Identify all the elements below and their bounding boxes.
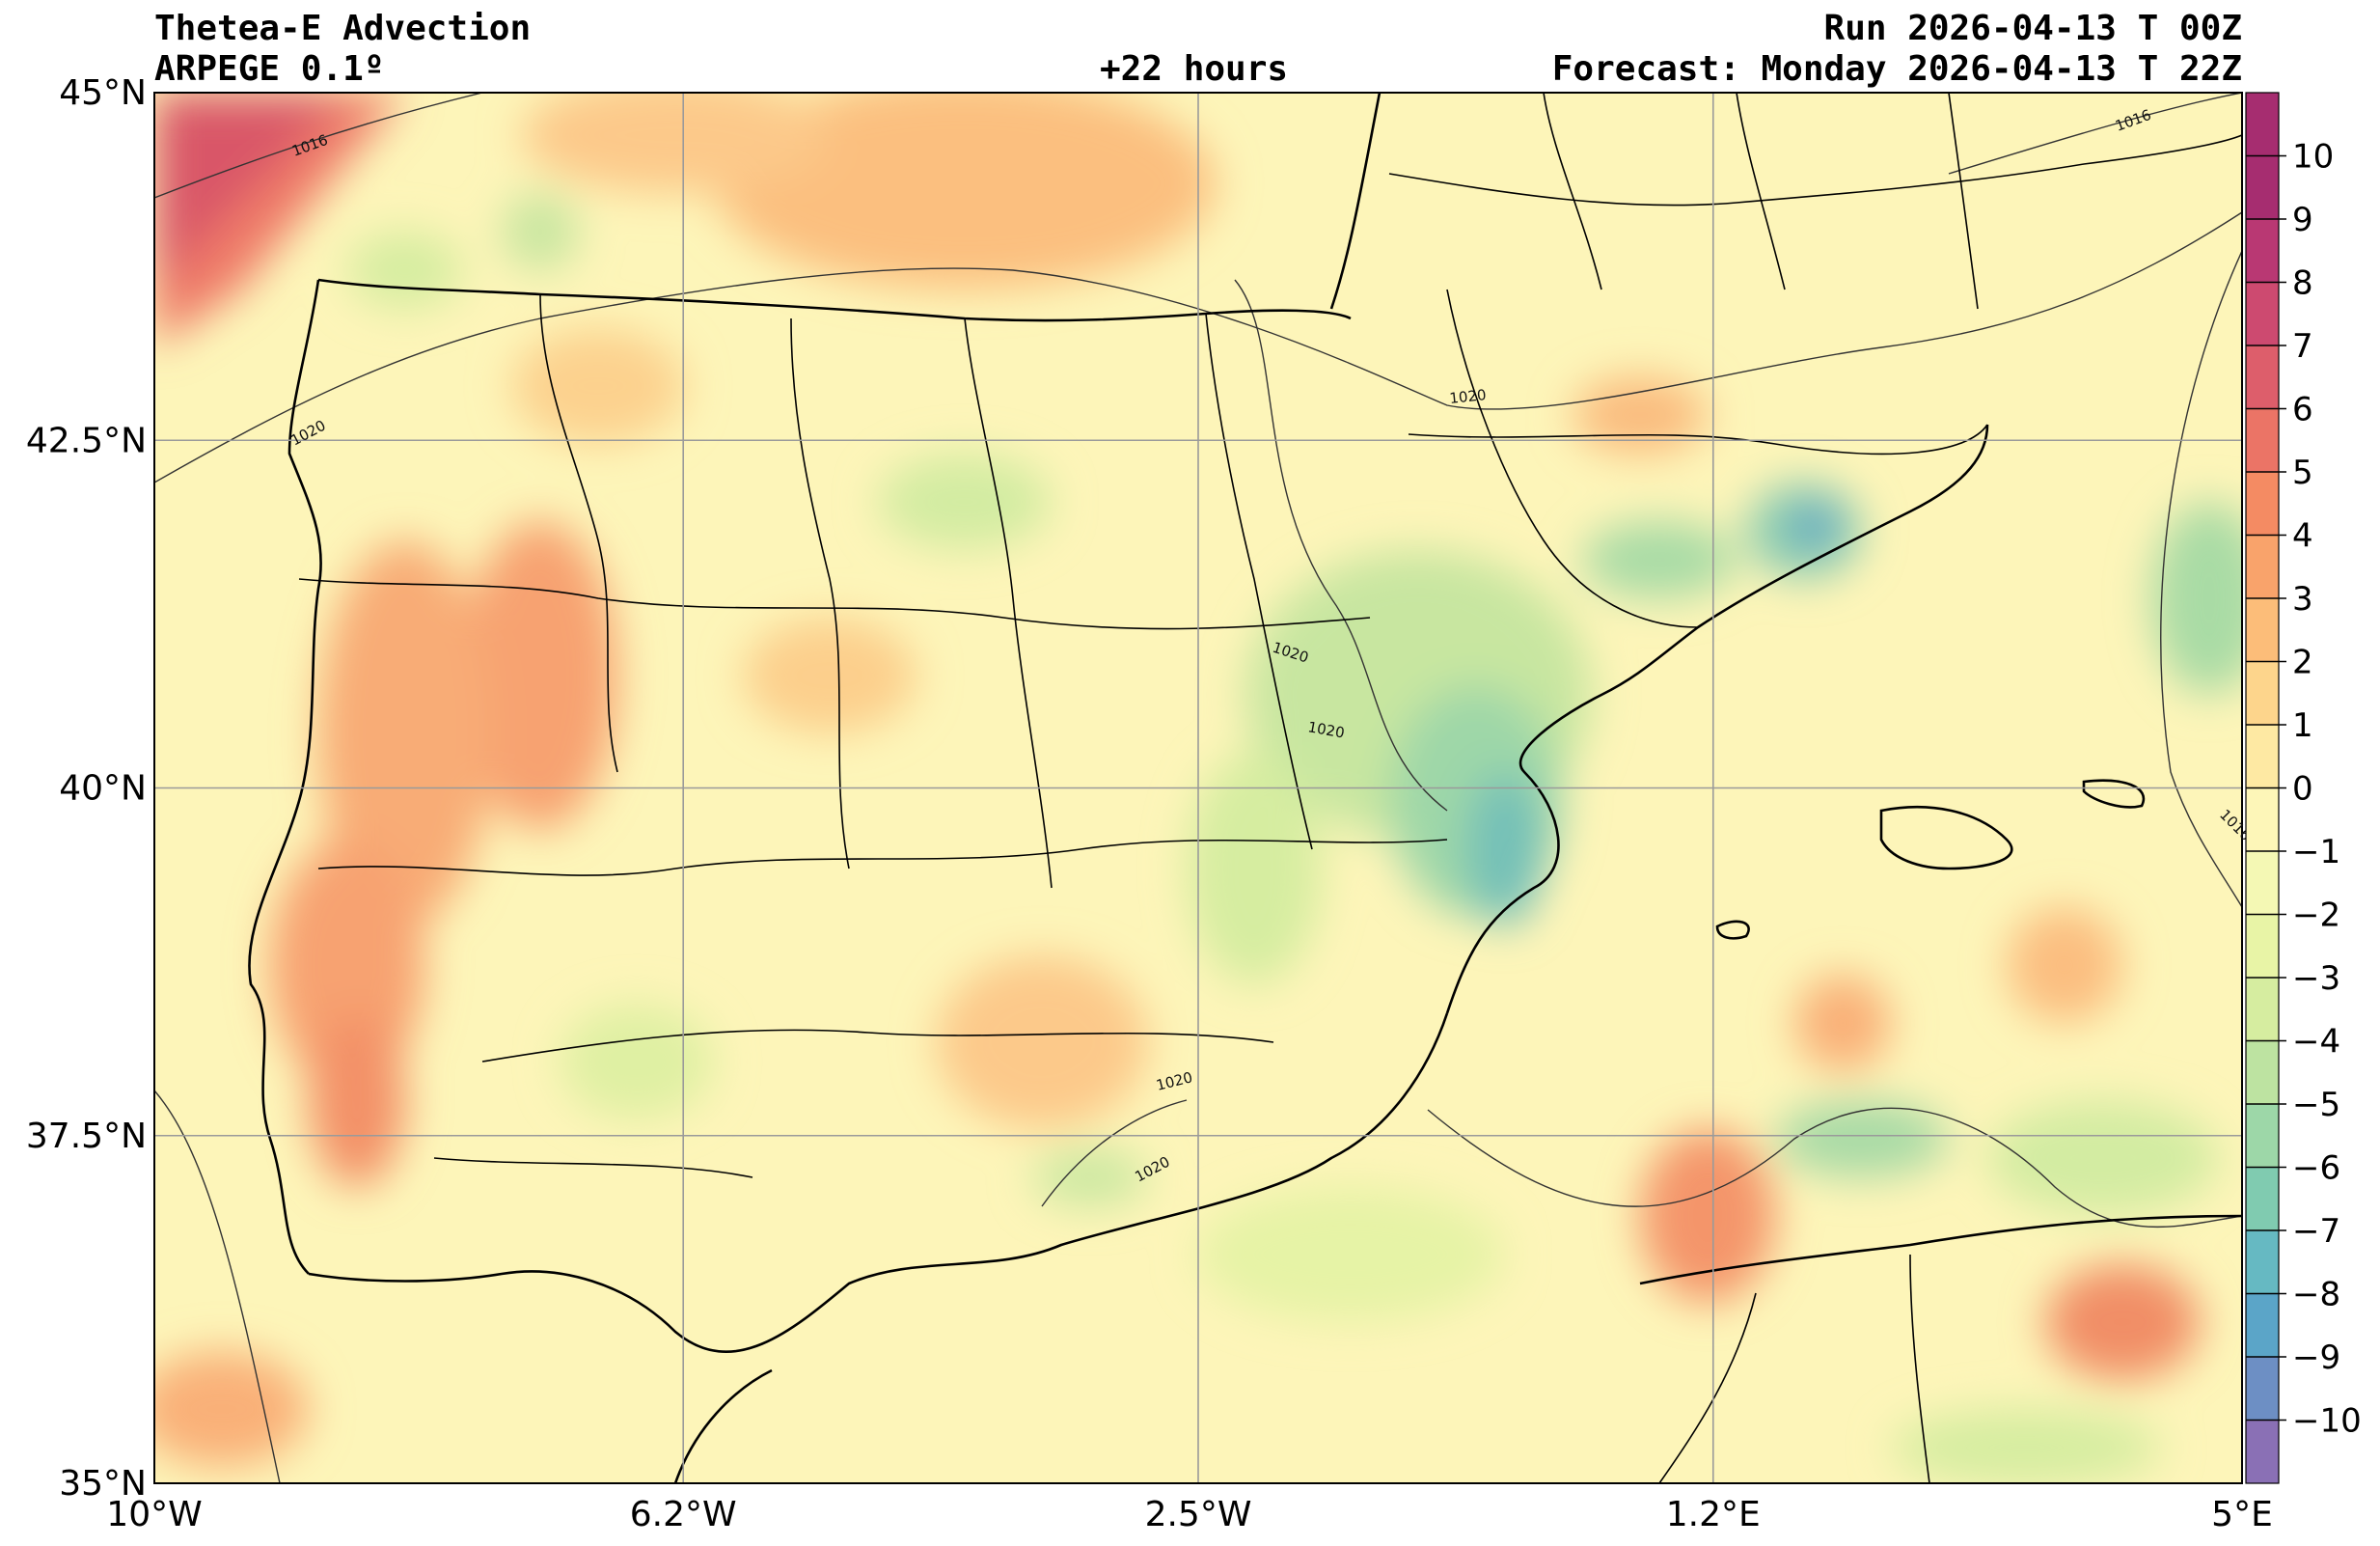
colorbar-tick-label: −5 — [2292, 1086, 2340, 1124]
colorbar-band — [2246, 1293, 2279, 1357]
colorbar-band — [2246, 219, 2279, 283]
colorbar-tick-label: −10 — [2292, 1402, 2362, 1441]
colorbar-tick-label: 10 — [2292, 138, 2334, 177]
colorbar-tick-label: −4 — [2292, 1023, 2340, 1062]
colorbar-tick-label: 5 — [2292, 454, 2313, 492]
colorbar-band — [2246, 282, 2279, 345]
colorbar-tick-label: −1 — [2292, 833, 2340, 871]
colorbar-band — [2246, 725, 2279, 788]
colorbar-tick-label: 3 — [2292, 580, 2313, 619]
forecast-valid-label: Forecast: Monday 2026-04-13 T 22Z — [1551, 49, 2242, 89]
colorbar-tick-label: 6 — [2292, 391, 2313, 429]
colorbar-band — [2246, 472, 2279, 536]
colorbar-band — [2246, 851, 2279, 915]
colorbar-tick-label: 9 — [2292, 201, 2313, 239]
colorbar-tick-label: −2 — [2292, 897, 2340, 935]
colorbar-tick-label: 4 — [2292, 517, 2313, 556]
colorbar-band — [2246, 1420, 2279, 1483]
colorbar-tick-label: 7 — [2292, 327, 2313, 366]
run-label: Run 2026-04-13 T 00Z — [1823, 9, 2242, 48]
colorbar-band — [2246, 345, 2279, 409]
lon-tick-label: 6.2°W — [630, 1495, 737, 1534]
axis-labels: 45°N 42.5°N 40°N 37.5°N 35°N10°W 6.2°W 2.5°W 1.… — [26, 73, 2273, 1534]
map-frame — [153, 92, 2243, 1484]
colorbar-band — [2246, 978, 2279, 1041]
lon-tick-label: 10°W — [106, 1495, 202, 1534]
lon-tick-label: 1.2°E — [1666, 1495, 1761, 1534]
lead-time-label: +22 hours — [1100, 49, 1289, 89]
lat-tick-label: 42.5°N — [26, 421, 147, 460]
lon-tick-label: 5°E — [2211, 1495, 2273, 1534]
colorbar-tick-label: 8 — [2292, 264, 2313, 303]
colorbar-band — [2246, 914, 2279, 978]
isobar-label: 1020 — [1449, 386, 1488, 407]
lon-tick-label: 2.5°W — [1145, 1495, 1252, 1534]
colorbar-tick-label: −9 — [2292, 1339, 2340, 1377]
coastlines — [248, 93, 2242, 1483]
colorbar-band — [2246, 1357, 2279, 1421]
colorbar-band — [2246, 1040, 2279, 1104]
lat-tick-label: 45°N — [59, 73, 147, 113]
colorbar-tick-label: −7 — [2292, 1212, 2340, 1251]
chart-title: Thetea-E Advection — [154, 9, 532, 48]
colorbar-band — [2246, 1167, 2279, 1230]
lat-tick-label: 40°N — [59, 769, 147, 809]
lat-tick-label: 37.5°N — [26, 1117, 147, 1156]
colorbar-tick-label: −6 — [2292, 1149, 2340, 1188]
colorbar-tick-label: −3 — [2292, 959, 2340, 998]
lat-tick-label: 35°N — [59, 1464, 147, 1504]
colorbar-band — [2246, 155, 2279, 219]
colorbar-tick-label: 1 — [2292, 706, 2313, 745]
isobar-lines — [154, 93, 2242, 1483]
colorbar-band — [2246, 1230, 2279, 1294]
colorbar-band — [2246, 1104, 2279, 1168]
colorbar-band — [2246, 93, 2279, 156]
province-borders — [298, 93, 2242, 1483]
colorbar-tick-label: 0 — [2292, 770, 2313, 809]
colorbar-band — [2246, 787, 2279, 851]
model-label: ARPEGE 0.1º — [154, 49, 385, 89]
colorbar-band — [2246, 661, 2279, 725]
colorbar-band — [2246, 535, 2279, 598]
colorbar-band — [2246, 408, 2279, 472]
advection-field — [154, 93, 2242, 1483]
colorbar-band — [2246, 598, 2279, 662]
colorbar-tick-label: −8 — [2292, 1276, 2340, 1314]
colorbar-tick-label: 2 — [2292, 644, 2313, 682]
